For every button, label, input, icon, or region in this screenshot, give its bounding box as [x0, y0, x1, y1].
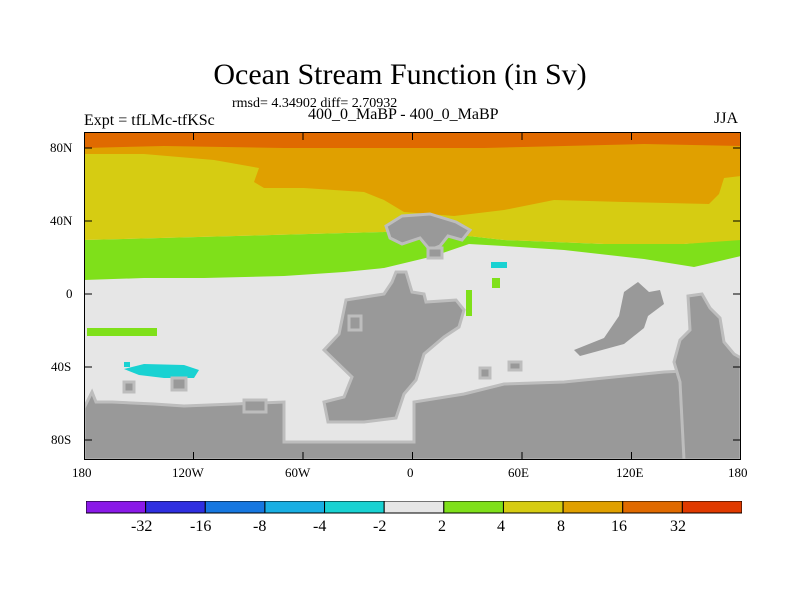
colorbar-box-6 [443, 501, 504, 514]
difference-label: 400_0_MaBP - 400_0_MaBP [308, 106, 499, 123]
green-patch-sw-pacific [87, 328, 157, 336]
y-label-80n: 80N [50, 140, 73, 155]
colorbar-box-0 [86, 501, 147, 514]
island-4 [242, 398, 268, 414]
north-america-land [384, 212, 473, 252]
island-7 [426, 246, 444, 260]
y-label-eq: 0 [66, 286, 73, 301]
y-label-40s: 40S [51, 359, 72, 374]
y-label-40n: 40N [50, 213, 73, 228]
x-label-0: 0 [407, 465, 414, 480]
x-label-120e: 120E [616, 465, 644, 480]
cyan-dot [124, 362, 130, 367]
x-label-120w: 120W [172, 465, 204, 480]
colorbar-label-16: 16 [611, 518, 627, 535]
y-label-80s: 80S [51, 432, 72, 447]
south-america-land [321, 270, 466, 424]
island-6 [507, 360, 523, 372]
colorbar-label-32: 32 [670, 518, 686, 535]
rmsd-diff-subtitle: rmsd= 4.34902 diff= 2.70932 [232, 96, 398, 111]
colorbar-box-10 [681, 501, 742, 514]
colorbar-box-8 [562, 501, 624, 514]
x-label-60w: 60W [285, 465, 311, 480]
colorbar-label-2: 2 [438, 518, 446, 535]
colorbar-label-8: 8 [557, 518, 565, 535]
x-label-180e: 180 [728, 465, 748, 480]
island-1 [347, 314, 363, 332]
band-2-to-4 [84, 230, 741, 280]
season-label: JJA [714, 110, 739, 127]
experiment-label: Expt = tfLMc-tfKSc [84, 112, 215, 129]
colorbar-label-m8: -8 [253, 518, 267, 535]
x-label-180w: 180 [72, 465, 92, 480]
east-landmass [574, 282, 664, 356]
colorbar-label-4: 4 [497, 518, 505, 535]
colorbar-box-2 [204, 501, 266, 514]
cyan-patch-south-pacific [124, 364, 199, 378]
colorbar-box-7 [502, 501, 564, 514]
green-patch-africa-west [466, 290, 472, 316]
colorbar-label-m32: -32 [131, 518, 153, 535]
colorbar-label-m16: -16 [190, 518, 212, 535]
colorbar-box-3 [264, 501, 326, 514]
island-5 [478, 366, 492, 380]
island-2 [170, 376, 188, 392]
stream-function-map [84, 132, 741, 460]
colorbar-box-4 [324, 501, 385, 514]
land-group [84, 212, 741, 460]
colorbar-box-1 [145, 501, 206, 514]
green-patch-africa-east [492, 278, 500, 288]
cyan-patch-north-africa [491, 262, 507, 268]
colorbar-box-5 [383, 501, 445, 514]
chart-title: Ocean Stream Function (in Sv) [213, 58, 587, 91]
axis-ticks [84, 132, 741, 460]
australia-land [672, 292, 741, 460]
colorbar-label-m4: -4 [313, 518, 327, 535]
colorbar-label-m2: -2 [373, 518, 387, 535]
band-8-to-16 [84, 144, 741, 216]
colorbar-box-9 [622, 501, 683, 514]
island-3 [122, 380, 136, 394]
colorbar [86, 501, 742, 514]
x-label-60e: 60E [508, 465, 529, 480]
